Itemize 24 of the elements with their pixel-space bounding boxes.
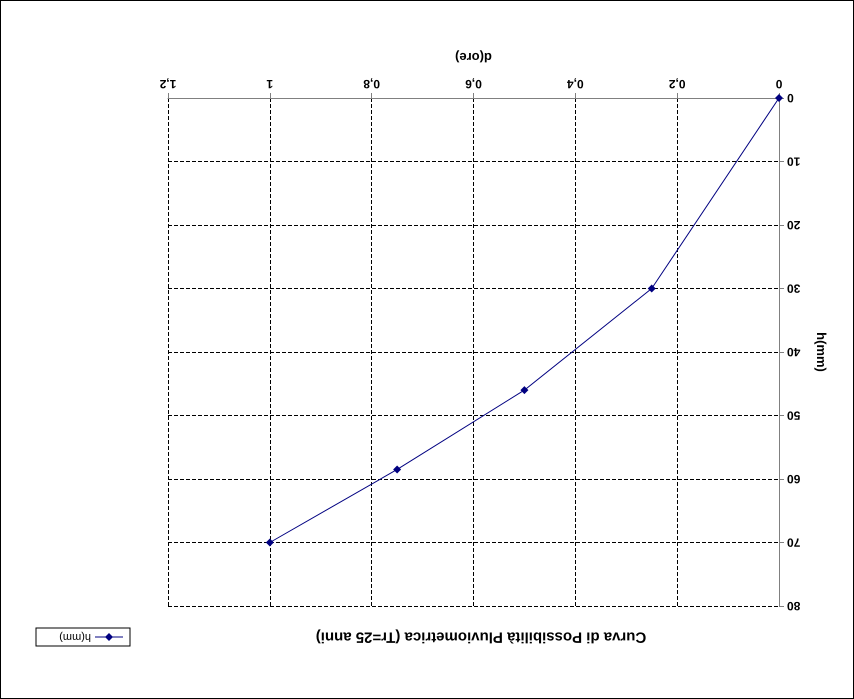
x-axis-title: d(ore) bbox=[455, 50, 492, 65]
point bbox=[393, 465, 402, 474]
point bbox=[520, 386, 528, 394]
text: Curva di Possibilità Pluviometrica (Tr=25 anni) bbox=[316, 628, 646, 646]
y-tick-label: 40 bbox=[786, 345, 800, 359]
x-tick-label: 0,2 bbox=[668, 77, 686, 91]
point bbox=[266, 538, 274, 546]
y-tick-label: 50 bbox=[786, 408, 800, 422]
x-tick-label: 1,2 bbox=[159, 77, 176, 91]
y-tick-label: 20 bbox=[786, 218, 800, 232]
y-tick-label: 30 bbox=[786, 282, 800, 296]
y-tick-label: 10 bbox=[786, 154, 800, 168]
y-tick-label: 70 bbox=[786, 536, 800, 550]
legend-label: h(mm) bbox=[59, 631, 91, 643]
y-tick-label: 60 bbox=[786, 472, 800, 486]
x-tick-label: 0,6 bbox=[464, 77, 482, 91]
x-tick-label: 0,4 bbox=[566, 77, 584, 91]
y-axis-title: h(mm) bbox=[814, 332, 829, 372]
y-tick-label: 0 bbox=[786, 91, 794, 105]
y-tick-label: 80 bbox=[786, 599, 800, 613]
x-tick-label: 0,8 bbox=[363, 77, 380, 91]
x-tick-label: 0 bbox=[775, 77, 782, 91]
point bbox=[648, 284, 656, 292]
x-tick-label: 1 bbox=[266, 77, 274, 91]
